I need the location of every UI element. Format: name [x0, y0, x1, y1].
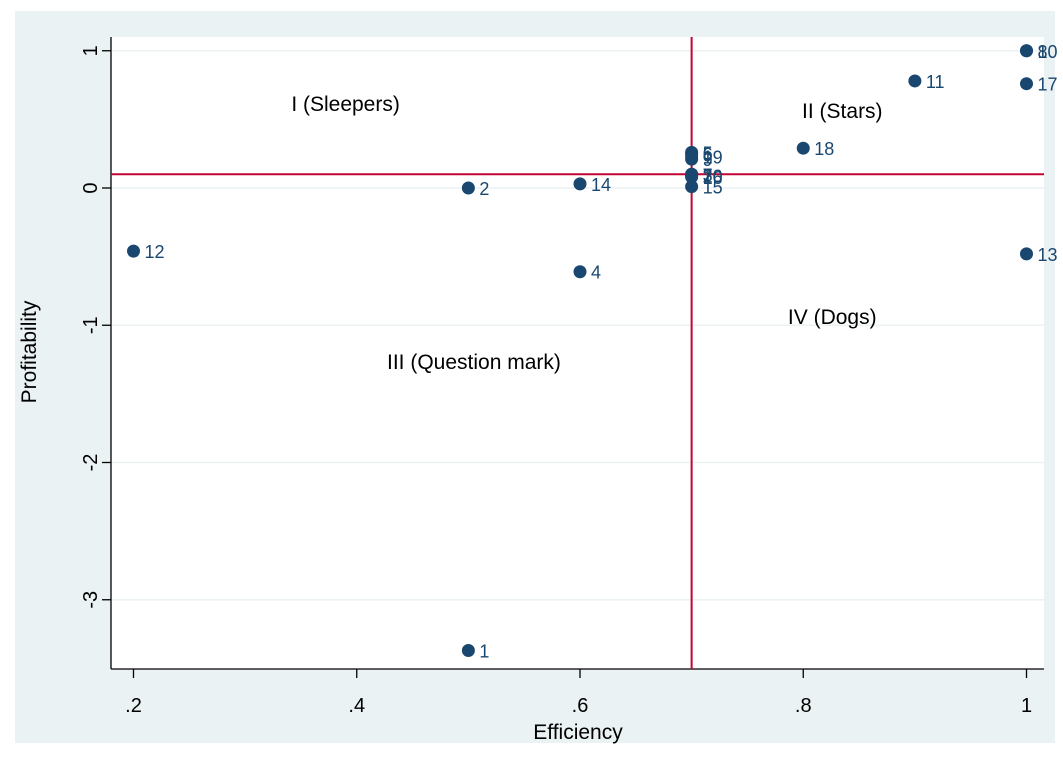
y-tick-label: -2 — [80, 454, 102, 472]
data-point-label: 9 — [703, 150, 713, 170]
data-point-label: 12 — [145, 242, 165, 262]
quadrant-label: II (Stars) — [802, 100, 883, 123]
data-point — [908, 74, 922, 88]
data-point-label: 8 — [1038, 42, 1048, 62]
data-point-label: 7 — [703, 165, 713, 185]
data-point — [1020, 44, 1033, 58]
data-point-label: 13 — [1038, 245, 1058, 265]
data-point — [573, 265, 587, 279]
data-point-label: 15 — [703, 178, 723, 198]
data-point-label: 6 — [703, 145, 713, 165]
y-tick-label: 1 — [80, 45, 102, 56]
data-point — [461, 181, 475, 195]
x-tick-label: .6 — [572, 695, 589, 717]
data-point-label: 5 — [703, 143, 713, 163]
y-tick-label: -3 — [80, 591, 102, 609]
data-point-label: 18 — [814, 139, 834, 159]
data-point-label: 2 — [479, 179, 489, 199]
data-point-label: 17 — [1038, 75, 1058, 95]
data-point-label: 4 — [591, 263, 601, 283]
data-point-label: 10 — [1038, 42, 1058, 62]
x-axis-title: Efficiency — [533, 721, 623, 744]
data-point — [685, 169, 699, 183]
data-point-label: 19 — [703, 147, 723, 167]
y-tick-label: 0 — [80, 182, 102, 193]
data-point — [573, 177, 587, 191]
data-point-label: 3 — [703, 165, 713, 185]
data-point — [796, 141, 810, 155]
quadrant-label: IV (Dogs) — [788, 306, 877, 329]
x-tick-label: .8 — [795, 695, 812, 717]
plot-area — [111, 37, 1044, 669]
quadrant-label: III (Question mark) — [387, 351, 561, 374]
quadrant-label: I (Sleepers) — [291, 93, 400, 116]
y-axis-title: Profitability — [18, 300, 41, 403]
data-point-label: 20 — [703, 167, 723, 187]
data-point — [1020, 77, 1033, 91]
data-point-label: 14 — [591, 175, 611, 195]
data-point — [461, 644, 475, 658]
data-point — [1020, 247, 1033, 261]
data-point — [685, 149, 699, 163]
y-tick-label: -1 — [80, 316, 102, 334]
data-point-label: 11 — [926, 72, 945, 92]
x-tick-label: 1 — [1021, 695, 1032, 717]
x-tick-label: .2 — [125, 695, 142, 717]
data-point-label: 16 — [703, 168, 723, 188]
data-point — [685, 180, 699, 194]
x-tick-label: .4 — [348, 695, 365, 717]
data-point-label: 1 — [479, 642, 489, 662]
data-point — [127, 244, 140, 258]
